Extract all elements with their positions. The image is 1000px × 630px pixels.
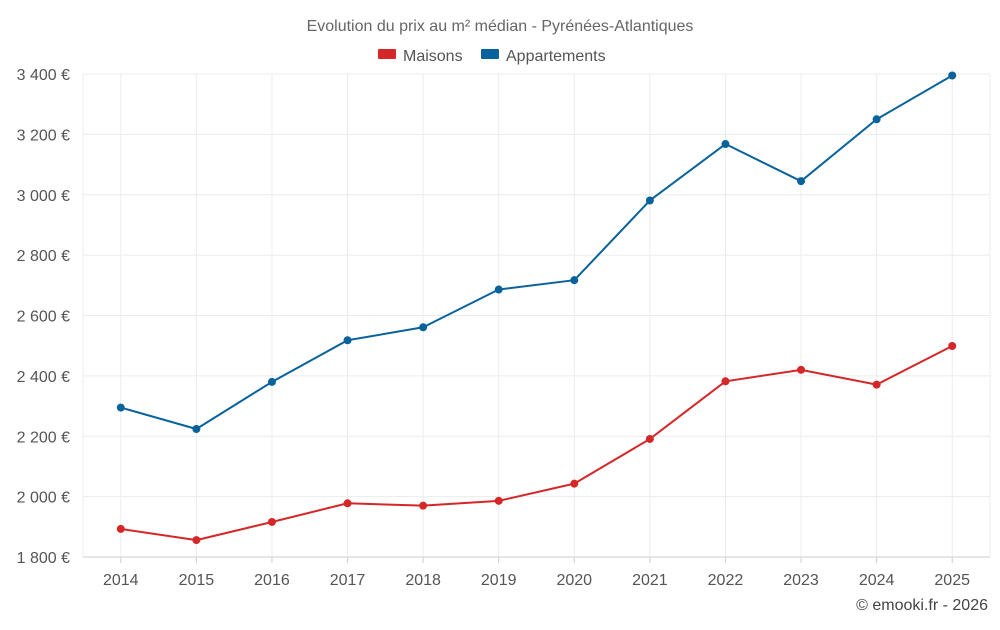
data-point-maisons[interactable] <box>872 380 881 389</box>
data-point-maisons[interactable] <box>192 536 201 545</box>
y-tick-label: 2 400 € <box>17 369 70 386</box>
y-tick-label: 2 200 € <box>17 429 70 446</box>
data-point-appartements[interactable] <box>645 196 654 205</box>
y-tick-label: 3 200 € <box>17 127 70 144</box>
data-point-appartements[interactable] <box>797 177 806 186</box>
y-tick-label: 1 800 € <box>17 550 70 567</box>
grid <box>82 73 991 558</box>
x-tick-label: 2015 <box>179 572 215 589</box>
x-tick-label: 2024 <box>859 572 895 589</box>
y-tick-label: 2 600 € <box>17 309 70 326</box>
data-point-maisons[interactable] <box>494 496 503 505</box>
data-point-appartements[interactable] <box>872 115 881 124</box>
data-point-maisons[interactable] <box>645 434 654 443</box>
legend-swatch-maisons <box>378 49 396 59</box>
x-tick-label: 2017 <box>330 572 366 589</box>
data-point-maisons[interactable] <box>116 524 125 533</box>
data-point-maisons[interactable] <box>948 341 957 350</box>
y-tick-label: 2 000 € <box>17 490 70 507</box>
x-tick-label: 2025 <box>934 572 970 589</box>
data-point-appartements[interactable] <box>948 71 957 80</box>
data-point-appartements[interactable] <box>721 140 730 149</box>
data-point-appartements[interactable] <box>343 336 352 345</box>
data-point-maisons[interactable] <box>267 517 276 526</box>
legend-label-maisons: Maisons <box>403 48 463 65</box>
x-axis: 2014 2015 2016 2017 2018 2019 2020 2021 2022 2023… <box>103 557 970 589</box>
data-point-appartements[interactable] <box>570 276 579 285</box>
x-tick-label: 2021 <box>632 572 668 589</box>
y-tick-label: 2 800 € <box>17 248 70 265</box>
data-point-maisons[interactable] <box>797 365 806 374</box>
credit-text: © emooki.fr - 2026 <box>856 597 988 614</box>
data-point-maisons[interactable] <box>570 479 579 488</box>
series-line-maisons <box>120 345 953 542</box>
data-point-appartements[interactable] <box>494 285 503 294</box>
data-point-maisons[interactable] <box>419 501 428 510</box>
data-point-appartements[interactable] <box>267 377 276 386</box>
data-point-appartements[interactable] <box>116 403 125 412</box>
chart-title: Evolution du prix au m² médian - Pyrénée… <box>307 18 694 35</box>
x-tick-label: 2018 <box>405 572 441 589</box>
legend-swatch-appartements <box>481 49 499 59</box>
x-tick-label: 2022 <box>708 572 744 589</box>
x-tick-label: 2020 <box>556 572 592 589</box>
x-tick-label: 2014 <box>103 572 139 589</box>
legend-item-maisons[interactable]: Maisons <box>378 48 463 65</box>
series-line-appartements <box>120 74 953 431</box>
series-layer <box>116 71 957 545</box>
y-axis: 1 800 € 2 000 € 2 200 € 2 400 € 2 600 € 2 800… <box>17 67 70 567</box>
legend-label-appartements: Appartements <box>506 48 606 65</box>
data-point-maisons[interactable] <box>343 499 352 508</box>
legend-item-appartements[interactable]: Appartements <box>481 48 606 65</box>
y-tick-label: 3 000 € <box>17 188 70 205</box>
x-tick-label: 2019 <box>481 572 517 589</box>
x-tick-label: 2016 <box>254 572 290 589</box>
x-tick-label: 2023 <box>783 572 819 589</box>
y-tick-label: 3 400 € <box>17 67 70 84</box>
data-point-appartements[interactable] <box>419 323 428 332</box>
legend[interactable]: Maisons Appartements <box>378 48 606 65</box>
data-point-appartements[interactable] <box>192 425 201 434</box>
data-point-maisons[interactable] <box>721 377 730 386</box>
